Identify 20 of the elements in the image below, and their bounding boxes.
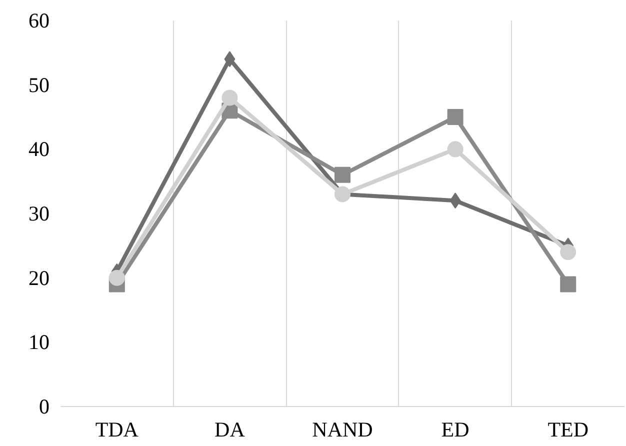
point — [447, 109, 464, 125]
point — [560, 244, 576, 260]
y-tick-label: 20 — [28, 266, 50, 290]
x-tick-label: NAND — [312, 418, 373, 442]
y-tick-label: 40 — [28, 137, 50, 162]
y-tick-label: 10 — [28, 330, 50, 354]
x-tick-label: DA — [214, 418, 246, 442]
x-tick-label: ED — [441, 418, 470, 442]
point — [334, 186, 350, 202]
x-tick-label: TED — [548, 418, 589, 442]
y-tick-label: 50 — [28, 72, 50, 97]
point — [447, 141, 464, 158]
y-tick-label: 0 — [39, 394, 50, 418]
y-tick-label: 30 — [28, 202, 50, 226]
x-tick-label: TDA — [95, 418, 140, 442]
y-tick-label: 60 — [28, 8, 50, 32]
point — [334, 166, 350, 183]
point — [560, 276, 576, 292]
point — [222, 90, 238, 106]
point — [108, 270, 125, 286]
